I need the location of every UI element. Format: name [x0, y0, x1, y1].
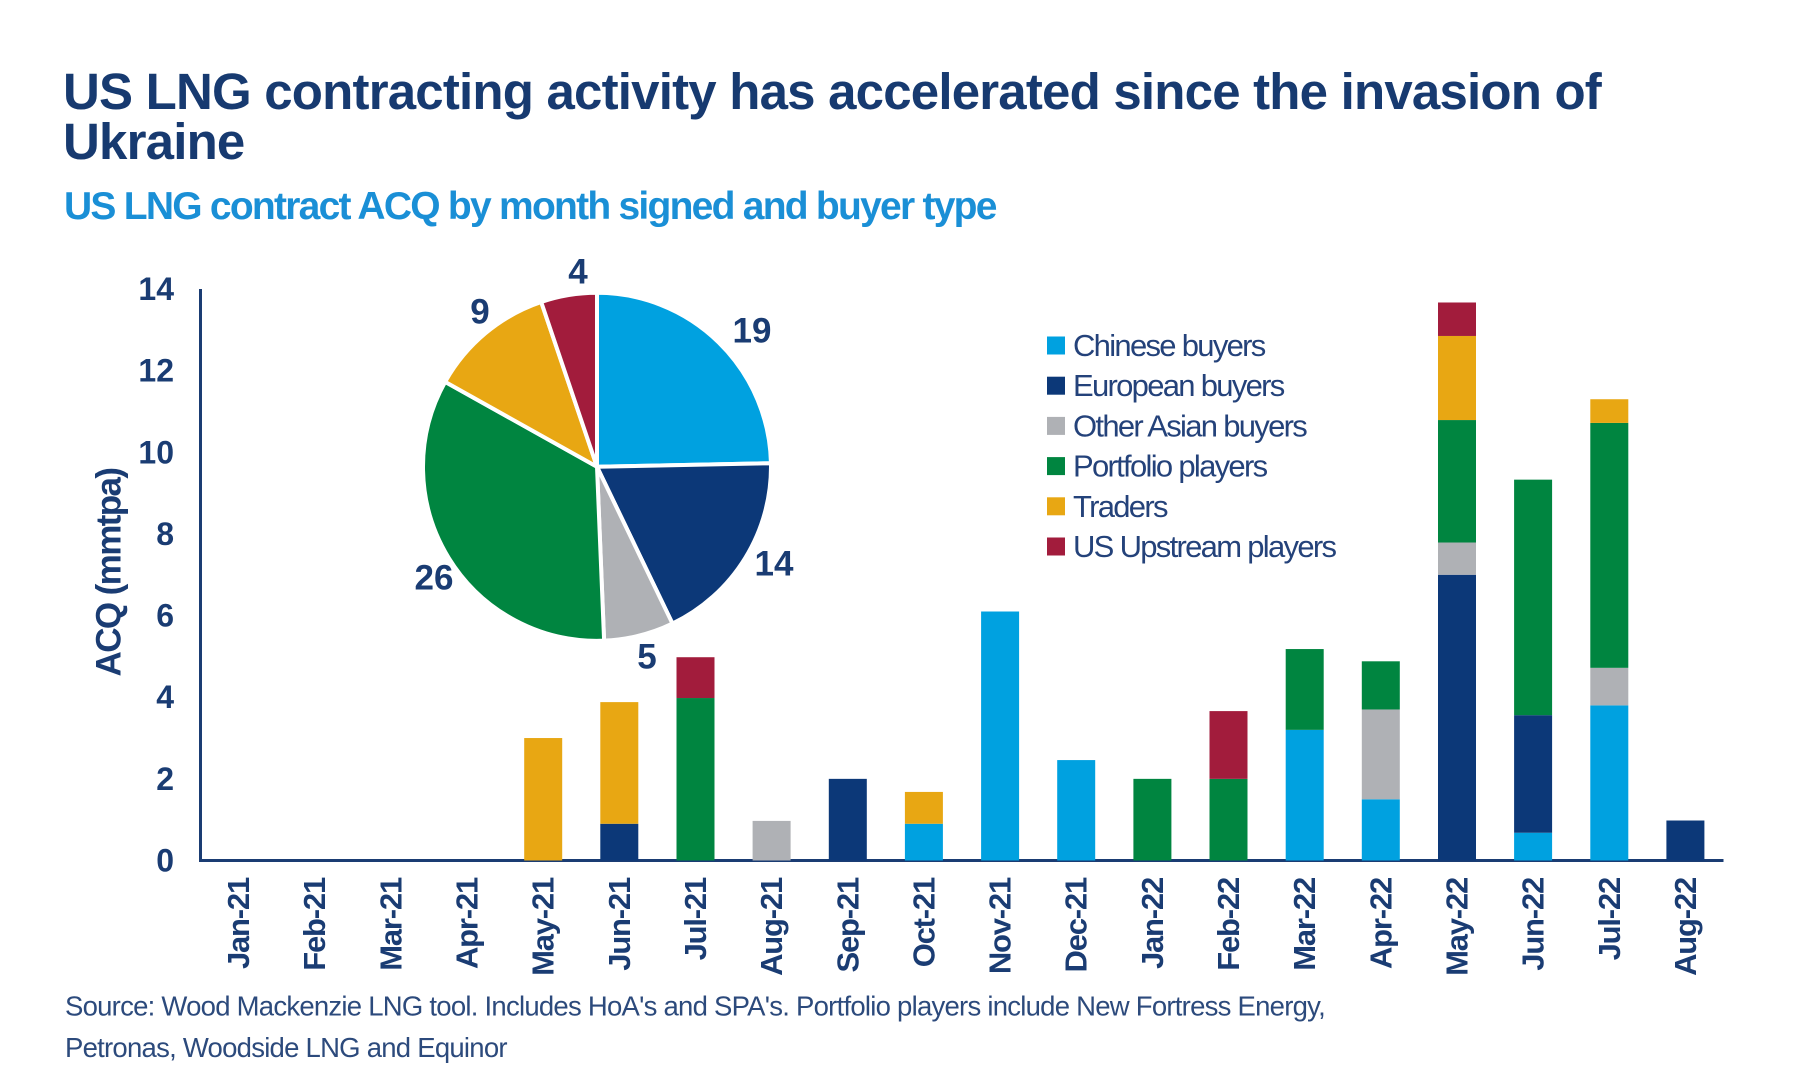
svg-text:26: 26 [415, 559, 454, 598]
svg-text:2: 2 [156, 761, 174, 797]
svg-text:Mar-21: Mar-21 [373, 877, 408, 971]
svg-text:9: 9 [470, 293, 489, 332]
svg-text:4: 4 [156, 679, 174, 715]
svg-text:Aug-21: Aug-21 [754, 877, 789, 976]
svg-text:6: 6 [156, 598, 174, 634]
svg-text:Feb-22: Feb-22 [1211, 878, 1246, 971]
svg-text:8: 8 [156, 516, 174, 552]
svg-text:Ukraine: Ukraine [63, 113, 245, 170]
svg-text:Source: Wood Mackenzie LNG too: Source: Wood Mackenzie LNG tool. Include… [65, 991, 1325, 1022]
svg-text:May-21: May-21 [526, 877, 561, 976]
svg-text:4: 4 [568, 253, 588, 292]
svg-text:19: 19 [733, 312, 772, 351]
svg-text:Chinese buyers: Chinese buyers [1073, 328, 1266, 363]
svg-text:Jul-21: Jul-21 [678, 877, 713, 960]
svg-text:Jan-22: Jan-22 [1135, 878, 1170, 969]
svg-text:Other Asian buyers: Other Asian buyers [1073, 408, 1307, 443]
svg-text:US LNG contract ACQ by month s: US LNG contract ACQ by month signed and … [64, 185, 997, 228]
svg-text:Aug-22: Aug-22 [1668, 878, 1703, 976]
svg-text:ACQ (mmtpa): ACQ (mmtpa) [90, 469, 129, 677]
svg-text:Oct-21: Oct-21 [906, 877, 941, 967]
svg-text:10: 10 [138, 434, 174, 470]
svg-text:14: 14 [138, 271, 174, 307]
svg-text:European buyers: European buyers [1073, 368, 1285, 403]
svg-text:Nov-21: Nov-21 [983, 877, 1018, 974]
svg-text:US Upstream players: US Upstream players [1073, 529, 1336, 564]
svg-text:Apr-22: Apr-22 [1363, 878, 1398, 969]
svg-text:Sep-21: Sep-21 [830, 877, 865, 972]
svg-text:Dec-21: Dec-21 [1059, 877, 1094, 972]
svg-text:Petronas, Woodside LNG and Equ: Petronas, Woodside LNG and Equinor [65, 1032, 507, 1063]
svg-text:0: 0 [156, 843, 174, 879]
svg-text:May-22: May-22 [1440, 878, 1475, 976]
svg-text:Jun-21: Jun-21 [602, 877, 637, 971]
svg-text:Portfolio players: Portfolio players [1073, 449, 1268, 484]
svg-text:Mar-22: Mar-22 [1287, 878, 1322, 971]
svg-text:Jul-22: Jul-22 [1592, 878, 1627, 960]
svg-text:Feb-21: Feb-21 [297, 877, 332, 971]
svg-text:Traders: Traders [1073, 489, 1168, 524]
svg-text:Jun-22: Jun-22 [1516, 878, 1551, 971]
svg-text:5: 5 [637, 638, 656, 677]
svg-text:14: 14 [755, 545, 794, 584]
svg-text:US LNG contracting activity ha: US LNG contracting activity has accelera… [63, 63, 1603, 120]
svg-text:12: 12 [138, 353, 174, 389]
svg-text:Apr-21: Apr-21 [450, 877, 485, 969]
svg-text:Jan-21: Jan-21 [221, 877, 256, 969]
